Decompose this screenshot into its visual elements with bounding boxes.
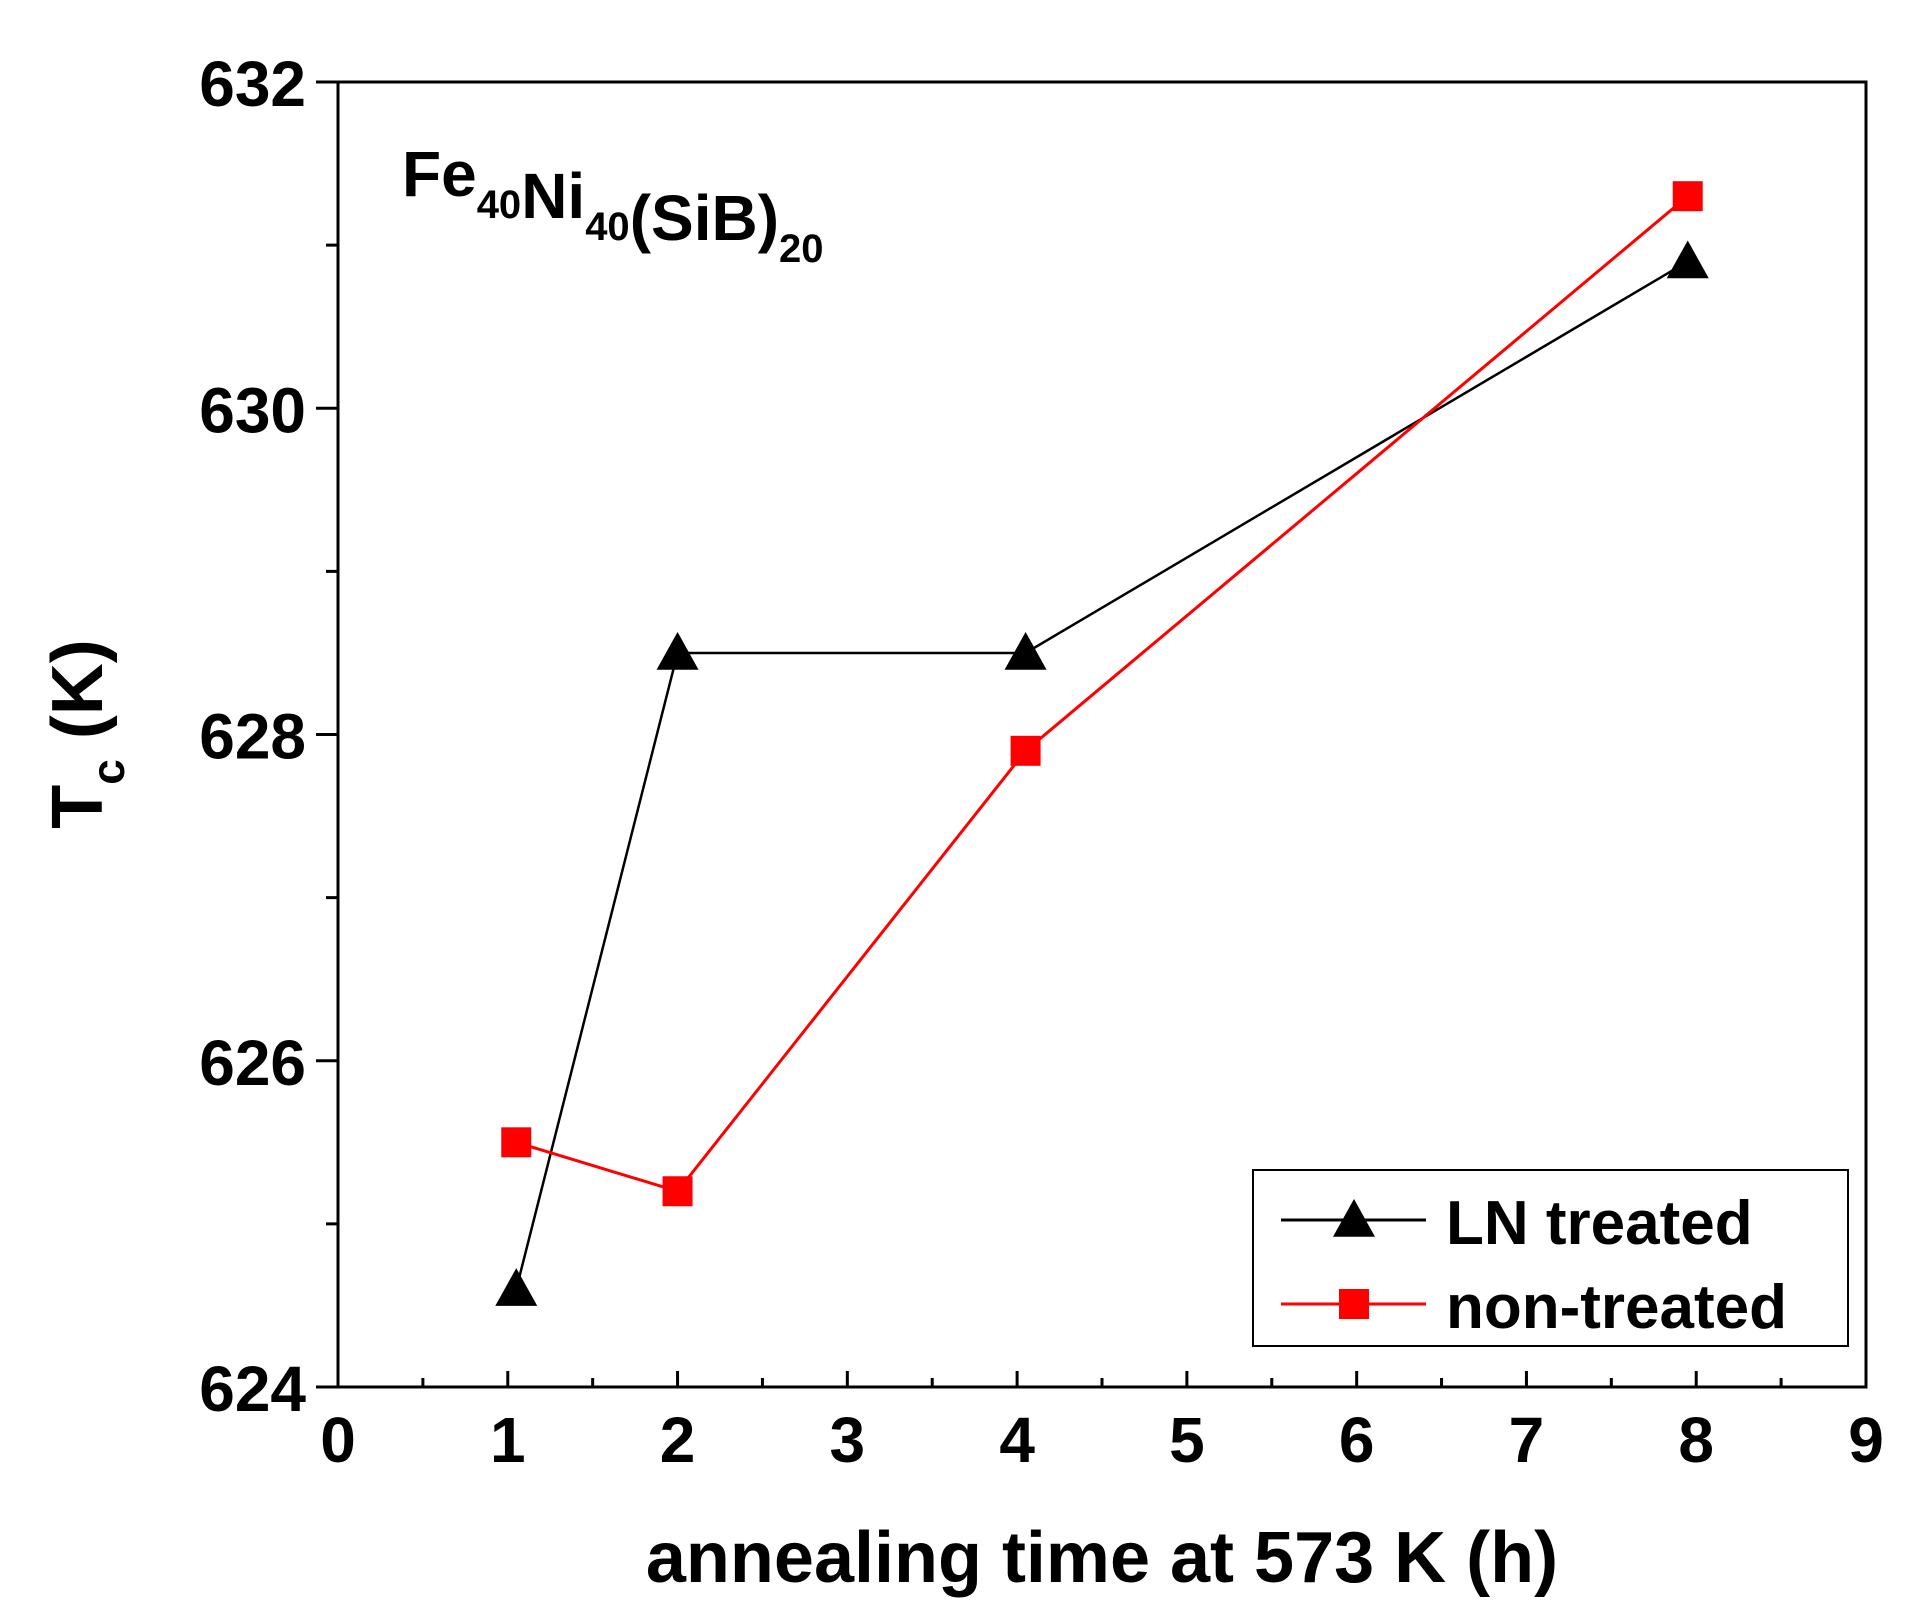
annotation-element: Fe <box>402 138 477 210</box>
y-tick-label: 630 <box>199 374 306 446</box>
x-tick-label: 7 <box>1509 1404 1545 1476</box>
x-axis-label: annealing time at 573 K (h) <box>646 1518 1558 1598</box>
annotation-element: Ni <box>521 160 585 232</box>
x-tick-label: 8 <box>1678 1404 1714 1476</box>
x-tick-label: 0 <box>320 1404 356 1476</box>
x-tick-label: 1 <box>490 1404 526 1476</box>
y-tick-label: 632 <box>199 48 306 120</box>
annotation-element: (SiB) <box>630 182 779 254</box>
non-treated-point <box>1010 735 1041 766</box>
y-axis-label: Tc (K) <box>38 639 134 829</box>
y-label-subscript: c <box>82 759 134 785</box>
x-tick-label: 5 <box>1169 1404 1205 1476</box>
annotation-subscript: 40 <box>477 183 522 227</box>
x-tick-label: 4 <box>999 1404 1035 1476</box>
composition-annotation: Fe40Ni40(SiB)20 <box>402 138 824 271</box>
non-treated-point <box>662 1176 693 1207</box>
axis-ticks: 0 1 2 3 4 5 6 7 8 9 624 626 628 630 632 <box>199 48 1884 1476</box>
series-layer <box>495 181 1709 1306</box>
y-label-unit: (K) <box>38 639 118 759</box>
non-treated-point <box>1672 181 1703 212</box>
legend-marker-ln-treated <box>1333 1199 1375 1237</box>
y-tick-label: 624 <box>199 1353 306 1425</box>
legend-marker-non-treated <box>1339 1289 1369 1319</box>
non-treated-point <box>501 1127 532 1158</box>
legend: LN treated non-treated <box>1252 1169 1849 1347</box>
legend-label-ln-treated: LN treated <box>1446 1189 1753 1258</box>
x-tick-label: 2 <box>660 1404 696 1476</box>
annotation-subscript: 20 <box>779 227 824 271</box>
y-tick-label: 628 <box>199 701 306 773</box>
x-tick-label: 9 <box>1848 1404 1884 1476</box>
x-tick-label: 6 <box>1339 1404 1375 1476</box>
ln-treated-point <box>1004 631 1047 670</box>
annotation-subscript: 40 <box>585 205 630 249</box>
ln-treated-point <box>656 631 699 670</box>
y-tick-label: 626 <box>199 1027 306 1099</box>
x-tick-label: 3 <box>830 1404 866 1476</box>
non-treated-line <box>515 195 1689 1193</box>
ln-treated-line <box>515 260 1689 1290</box>
ln-treated-point <box>495 1268 538 1306</box>
y-axis-label-group: Tc (K) <box>38 639 134 829</box>
y-label-symbol: T <box>38 785 118 829</box>
legend-label-non-treated: non-treated <box>1446 1273 1787 1342</box>
ln-treated-point <box>1666 240 1709 279</box>
